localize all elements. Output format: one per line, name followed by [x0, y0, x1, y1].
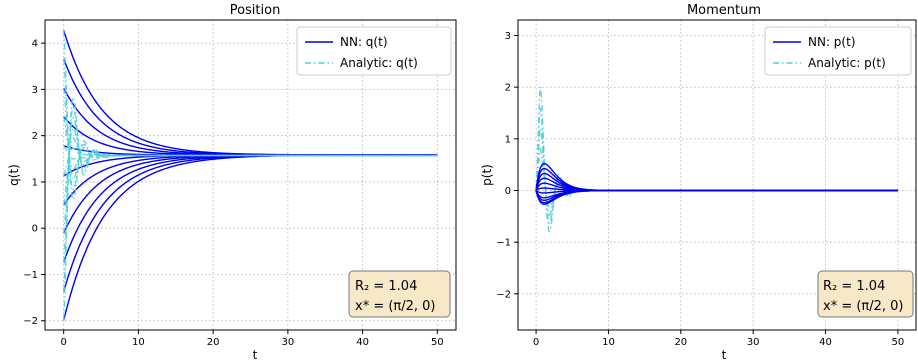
- annotation-xstar: x* = (π/2, 0): [823, 299, 904, 314]
- analytic-trajectory: [535, 128, 898, 216]
- annotation-xstar: x* = (π/2, 0): [355, 299, 436, 314]
- nn-trajectory: [535, 177, 898, 192]
- y-tick-label: 3: [32, 85, 38, 96]
- x-tick-label: 10: [602, 337, 615, 348]
- momentum-axes-frame: [517, 19, 917, 331]
- analytic-trajectory: [535, 147, 898, 208]
- x-tick-label: 40: [819, 337, 832, 348]
- momentum-legend: NN: p(t) Analytic: p(t): [764, 26, 912, 76]
- annotation-r2: R₂ = 1.04: [823, 279, 885, 294]
- legend-analytic-label: Analytic: p(t): [808, 56, 886, 70]
- x-tick-label: 20: [207, 337, 220, 348]
- position-xlabel: t: [253, 348, 258, 362]
- position-legend: NN: q(t) Analytic: q(t): [296, 26, 452, 76]
- y-tick-label: 4: [32, 39, 38, 50]
- y-tick-label: −2: [23, 316, 38, 327]
- position-ylabel: q(t): [7, 164, 21, 186]
- nn-trajectory: [63, 154, 438, 177]
- nn-trajectory: [535, 172, 898, 192]
- y-tick-label: 1: [32, 177, 38, 188]
- position-axes-frame: [44, 19, 457, 331]
- x-tick-label: 20: [674, 337, 687, 348]
- legend-nn-label: NN: q(t): [340, 35, 388, 49]
- analytic-trajectory: [63, 58, 438, 191]
- position-chart: Position t q(t) 0 10 20 30 40 50 −2 −1 0 1 2 3 4 NN:…: [7, 3, 457, 362]
- x-tick-label: 50: [431, 337, 444, 348]
- x-tick-label: 10: [132, 337, 145, 348]
- nn-trajectory: [535, 162, 898, 192]
- y-tick-label: −1: [496, 238, 511, 249]
- momentum-chart: Momentum t p(t) 0 10 20 30 40 50 −2 −1 0 1 2 3 NN: …: [480, 3, 917, 362]
- y-tick-label: 2: [32, 131, 38, 142]
- nn-trajectory: [63, 154, 438, 234]
- momentum-ylabel: p(t): [480, 164, 494, 186]
- annotation-r2: R₂ = 1.04: [355, 279, 417, 294]
- nn-trajectory: [535, 167, 898, 192]
- nn-trajectory: [63, 87, 438, 156]
- position-annotation: R₂ = 1.04 x* = (π/2, 0): [348, 270, 451, 318]
- legend-nn-label: NN: p(t): [808, 35, 856, 49]
- analytic-trajectory: [535, 107, 898, 225]
- analytic-trajectory: [63, 127, 438, 234]
- x-tick-label: 0: [60, 337, 66, 348]
- momentum-title: Momentum: [687, 3, 761, 18]
- y-tick-label: 0: [505, 186, 511, 197]
- y-tick-label: −1: [23, 270, 38, 281]
- y-tick-label: 3: [505, 31, 511, 42]
- x-tick-label: 40: [356, 337, 369, 348]
- analytic-trajectory: [63, 147, 438, 177]
- analytic-trajectory: [63, 116, 438, 263]
- nn-trajectory: [535, 189, 898, 201]
- momentum-annotation: R₂ = 1.04 x* = (π/2, 0): [817, 270, 914, 318]
- x-tick-label: 30: [281, 337, 294, 348]
- nn-trajectory: [535, 189, 898, 205]
- nn-trajectory: [535, 189, 898, 204]
- legend-analytic-label: Analytic: q(t): [340, 56, 418, 70]
- x-tick-label: 50: [892, 337, 905, 348]
- analytic-trajectory: [63, 87, 438, 181]
- analytic-trajectory: [535, 86, 898, 233]
- y-tick-label: 1: [505, 134, 511, 145]
- momentum-xlabel: t: [722, 348, 727, 362]
- analytic-trajectory: [63, 116, 438, 170]
- analytic-trajectory: [63, 96, 438, 321]
- x-tick-label: 0: [533, 337, 539, 348]
- y-tick-label: 0: [32, 224, 38, 235]
- y-tick-label: 2: [505, 83, 511, 94]
- x-tick-label: 30: [747, 337, 760, 348]
- position-title: Position: [230, 3, 281, 18]
- y-tick-label: −2: [496, 289, 511, 300]
